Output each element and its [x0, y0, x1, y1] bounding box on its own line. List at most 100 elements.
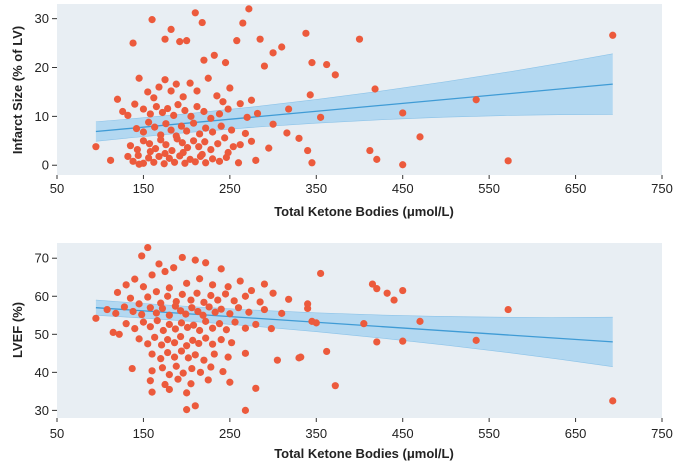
data-point — [198, 18, 206, 27]
x-tick-label: 350 — [305, 426, 327, 441]
data-point — [177, 347, 186, 355]
data-point — [146, 304, 154, 312]
x-tick-label: 650 — [565, 426, 587, 441]
confidence-band-upper-edge — [95, 299, 613, 318]
data-point — [144, 293, 152, 301]
data-point — [183, 342, 191, 350]
data-point — [122, 320, 130, 328]
data-point — [152, 288, 160, 296]
data-point — [245, 308, 253, 316]
data-point — [187, 112, 195, 120]
data-point — [124, 111, 132, 119]
data-point — [165, 385, 173, 394]
data-point — [179, 369, 187, 377]
x-axis-title: Total Ketone Bodies (μmol/L) — [274, 204, 454, 219]
data-point — [131, 324, 139, 333]
data-point — [224, 353, 232, 361]
data-point — [260, 280, 269, 288]
data-point — [150, 94, 158, 102]
data-point — [145, 140, 154, 148]
data-point — [416, 317, 424, 325]
data-point — [158, 108, 167, 117]
data-point — [214, 140, 222, 148]
data-point — [202, 124, 210, 132]
data-point — [234, 159, 243, 167]
data-point — [135, 74, 143, 82]
data-point — [139, 283, 148, 291]
data-point — [355, 35, 364, 43]
data-point — [215, 110, 224, 118]
data-point — [144, 340, 152, 348]
data-point — [196, 368, 205, 376]
data-point — [177, 122, 186, 130]
data-point — [199, 311, 207, 319]
data-point — [371, 85, 379, 93]
data-point — [134, 151, 142, 160]
data-point — [92, 143, 100, 151]
data-point — [399, 286, 407, 295]
data-point — [162, 120, 170, 128]
data-point — [230, 297, 238, 305]
data-point — [131, 275, 139, 283]
data-points-layer — [92, 243, 617, 414]
data-point — [373, 338, 381, 346]
data-point — [191, 351, 199, 359]
infarct-size-panel: 0 10 20 30 50 150 250 350 450 550 650 750 Total Ke… — [10, 4, 673, 219]
x-tick-label: 50 — [50, 426, 64, 441]
x-tick-label: 750 — [651, 181, 673, 196]
data-point — [155, 260, 163, 268]
data-point — [146, 377, 154, 385]
data-point — [196, 130, 204, 138]
data-point — [256, 35, 264, 43]
data-point — [124, 152, 132, 161]
data-point — [472, 96, 480, 104]
data-point — [160, 160, 168, 168]
data-point — [183, 389, 191, 397]
data-point — [221, 134, 229, 142]
data-point — [202, 259, 210, 267]
data-point — [145, 118, 153, 126]
x-axis-ticks: 50 150 250 350 450 550 650 750 — [50, 418, 673, 441]
x-tick-label: 550 — [478, 426, 500, 441]
data-point — [236, 277, 244, 285]
data-point — [135, 160, 143, 168]
x-tick-label: 350 — [305, 181, 327, 196]
data-point — [360, 320, 368, 328]
data-point — [191, 402, 199, 410]
x-tick-label: 650 — [565, 181, 587, 196]
data-point — [295, 134, 303, 142]
x-tick-label: 150 — [133, 181, 155, 196]
data-point — [227, 126, 236, 134]
data-point — [219, 98, 227, 106]
data-point — [193, 289, 201, 297]
data-point — [229, 143, 237, 151]
data-point — [373, 155, 381, 163]
data-point — [146, 323, 154, 331]
data-point — [103, 305, 111, 314]
data-point — [247, 137, 256, 145]
data-point — [504, 305, 512, 314]
data-point — [195, 143, 203, 151]
data-point — [224, 148, 232, 157]
data-point — [399, 109, 407, 117]
y-tick-label: 60 — [35, 289, 49, 304]
data-point — [189, 137, 198, 145]
data-point — [269, 289, 277, 297]
data-point — [204, 376, 212, 384]
x-tick-label: 250 — [219, 181, 241, 196]
data-point — [178, 253, 186, 262]
data-point — [609, 397, 617, 405]
data-point — [317, 113, 325, 121]
data-point — [157, 136, 165, 144]
data-point — [168, 146, 176, 155]
data-point — [148, 16, 156, 24]
data-point — [260, 62, 269, 70]
data-point — [265, 144, 273, 152]
data-point — [234, 304, 243, 312]
data-point — [139, 137, 148, 145]
y-tick-label: 30 — [35, 403, 49, 418]
data-point — [195, 339, 203, 348]
data-point — [184, 354, 192, 362]
data-point — [269, 49, 277, 57]
